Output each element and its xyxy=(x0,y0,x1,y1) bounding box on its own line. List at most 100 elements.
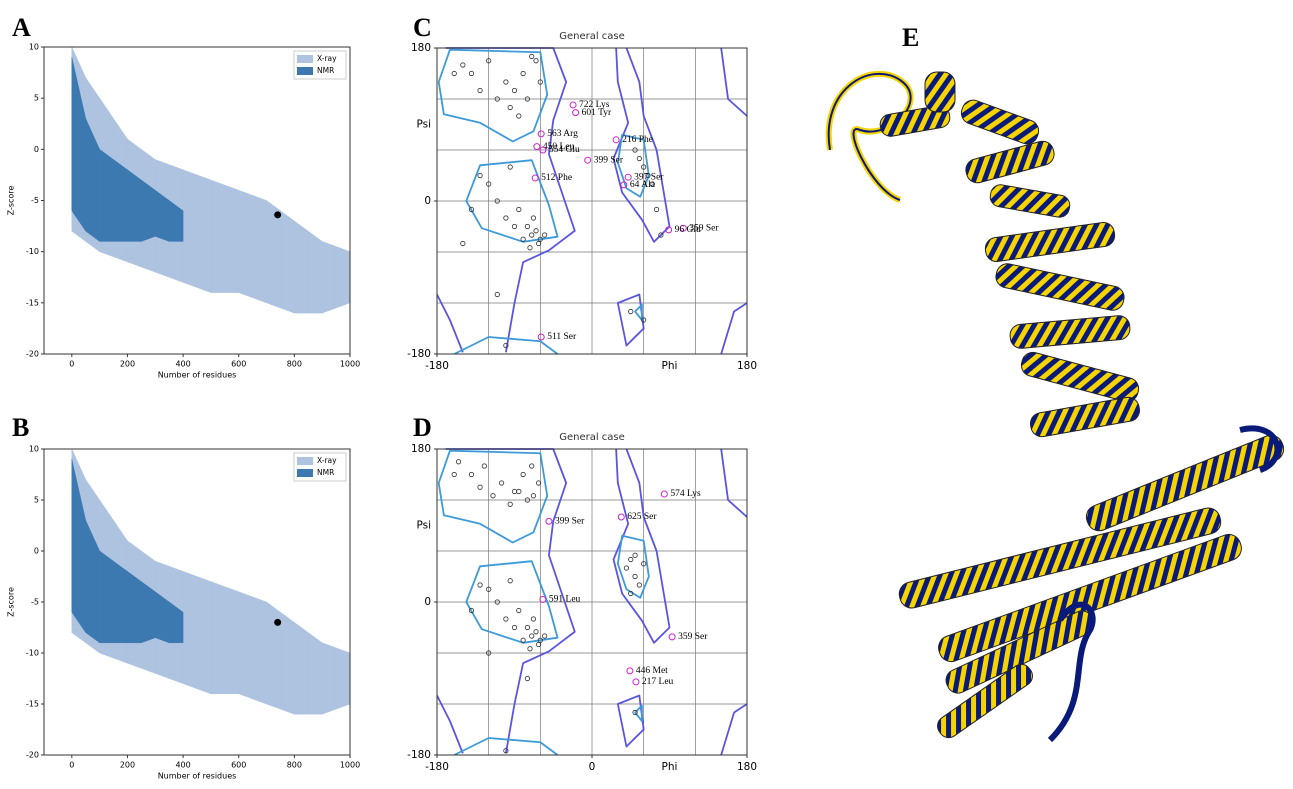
data-band xyxy=(280,210,295,314)
x-tick-label: 200 xyxy=(120,761,135,770)
x-tick-label: 180 xyxy=(737,761,757,773)
residue-point xyxy=(658,232,664,238)
residue-point xyxy=(477,582,483,588)
residue-point xyxy=(455,459,462,465)
data-band xyxy=(308,632,323,715)
residue-point xyxy=(542,232,548,238)
residue-point xyxy=(481,463,487,469)
data-band xyxy=(182,169,198,288)
contour xyxy=(720,703,748,756)
residue-point xyxy=(486,586,492,592)
residue-point xyxy=(486,650,492,656)
residue-point xyxy=(520,637,526,643)
residue-point xyxy=(537,79,543,85)
data-band xyxy=(238,189,253,299)
contour xyxy=(634,303,643,321)
residue-point xyxy=(507,104,513,111)
data-band xyxy=(308,230,323,314)
residue-point xyxy=(524,497,531,503)
y-tick-label: 0 xyxy=(34,145,39,154)
residue-point xyxy=(503,79,509,85)
data-band xyxy=(321,642,337,715)
residue-point xyxy=(628,590,634,597)
contour xyxy=(437,449,549,544)
outlier-label: 512 Phe xyxy=(541,173,572,183)
residue-point xyxy=(632,573,638,580)
residue-point xyxy=(527,245,533,251)
residue-point xyxy=(477,87,483,94)
residue-point xyxy=(494,291,500,298)
residue-point xyxy=(494,198,500,204)
residue-point xyxy=(533,58,539,64)
legend-swatch xyxy=(297,67,313,75)
residue-point xyxy=(632,552,638,558)
outlier-label: 511 Ser xyxy=(547,332,577,342)
residue-point xyxy=(511,488,518,495)
residue-point xyxy=(632,709,638,716)
x-tick-label: 1000 xyxy=(340,360,360,369)
residue-point xyxy=(460,240,466,247)
y-axis-label: Psi xyxy=(416,119,431,131)
y-tick-label: -10 xyxy=(26,649,39,658)
y-tick-label: 180 xyxy=(411,443,431,455)
legend-swatch xyxy=(297,469,313,477)
data-band xyxy=(335,647,351,710)
residue-point xyxy=(507,501,513,507)
residue-point xyxy=(529,232,535,238)
residue-point xyxy=(529,633,535,639)
outlier-label: 359 Ser xyxy=(678,632,708,642)
residue-point xyxy=(520,236,526,242)
residue-point xyxy=(490,493,496,499)
contour xyxy=(616,293,645,347)
outlier-label: 574 Lys xyxy=(670,489,701,499)
contour xyxy=(616,133,650,198)
outlier-point xyxy=(537,333,545,341)
contour xyxy=(465,560,559,644)
x-tick-label: 200 xyxy=(120,360,135,369)
panel-label: B xyxy=(12,413,29,442)
residue-point xyxy=(451,70,457,77)
data-band xyxy=(224,184,239,293)
x-tick-label: 800 xyxy=(287,360,302,369)
y-tick-label: -180 xyxy=(407,749,431,761)
x-tick-label: -180 xyxy=(425,360,449,372)
outlier-point xyxy=(617,513,625,521)
outlier-label: 591 Leu xyxy=(549,595,581,605)
x-tick-label: -180 xyxy=(425,761,449,773)
data-band xyxy=(168,200,184,242)
y-axis-label: Psi xyxy=(416,520,431,532)
outlier-point xyxy=(584,156,592,164)
residue-point xyxy=(468,206,475,213)
panel-label: D xyxy=(413,413,432,442)
y-tick-label: -15 xyxy=(26,298,39,307)
residue-point xyxy=(536,480,542,486)
data-band xyxy=(99,148,114,242)
data-band xyxy=(252,596,267,705)
residue-point xyxy=(623,565,630,571)
legend-swatch xyxy=(297,55,313,63)
y-tick-label: 10 xyxy=(29,43,39,52)
y-tick-label: 0 xyxy=(34,547,39,556)
outlier-label: 450 Leu xyxy=(543,142,575,152)
residue-point xyxy=(486,58,492,64)
outlier-point xyxy=(533,143,541,151)
residue-point xyxy=(516,607,522,614)
residue-point xyxy=(533,228,539,234)
data-band xyxy=(141,179,156,242)
outlier-point xyxy=(620,181,628,189)
outlier-point xyxy=(569,101,577,109)
panel-label: A xyxy=(12,13,31,42)
outlier-label: 601 Tyr xyxy=(582,108,612,118)
outlier-label: 563 Arg xyxy=(547,129,578,139)
data-band xyxy=(127,169,142,242)
outlier-point xyxy=(531,174,539,182)
residue-point xyxy=(520,471,526,478)
residue-point xyxy=(641,317,647,323)
residue-point xyxy=(460,62,466,68)
residue-point xyxy=(524,624,531,631)
residue-point xyxy=(537,637,543,643)
residue-point xyxy=(653,206,660,213)
y-tick-label: 10 xyxy=(29,445,39,454)
residue-point xyxy=(641,561,647,567)
